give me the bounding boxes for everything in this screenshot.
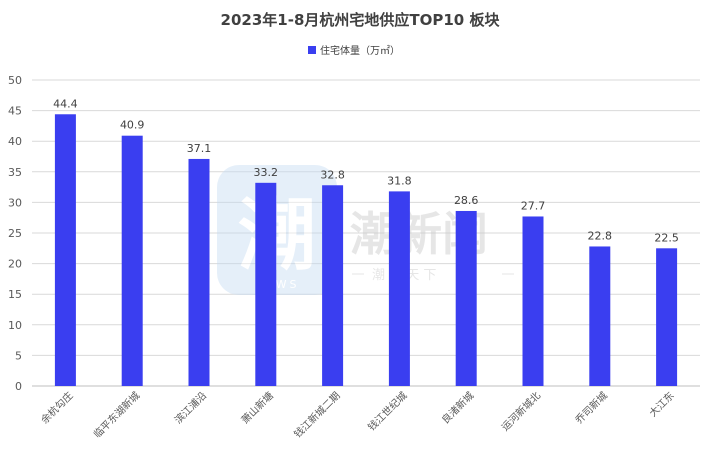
- y-tick-label: 35: [8, 166, 22, 179]
- x-tick-label: 钱江世纪城: [365, 389, 410, 434]
- y-tick-label: 45: [8, 105, 22, 118]
- bar: [54, 114, 76, 386]
- bar: [455, 210, 477, 386]
- legend-swatch: [308, 46, 316, 54]
- x-tick-label: 良渚新城: [439, 389, 476, 426]
- y-tick-label: 10: [8, 319, 22, 332]
- watermark: 潮 NEWS 潮新闻 潮 闻 天 下: [217, 165, 514, 295]
- data-label: 33.2: [254, 166, 279, 179]
- y-tick-label: 30: [8, 196, 22, 209]
- x-tick-label: 临平东湖新城: [91, 389, 143, 441]
- bar: [522, 216, 544, 386]
- x-tick-label: 钱江新城二期: [291, 389, 343, 441]
- x-tick-label: 运河新城北: [499, 389, 544, 434]
- data-label: 22.8: [588, 229, 613, 242]
- y-tick-label: 5: [15, 349, 22, 362]
- bar: [121, 135, 143, 386]
- data-label: 22.5: [654, 231, 679, 244]
- bar: [322, 185, 344, 386]
- x-tick-label: 大江东: [646, 389, 676, 419]
- x-tick-label: 滨江浦沿: [172, 389, 209, 426]
- y-tick-label: 50: [8, 74, 22, 87]
- y-tick-label: 15: [8, 288, 22, 301]
- data-label: 37.1: [187, 142, 212, 155]
- x-tick-labels: 余杭勾庄 临平东湖新城 滨江浦沿 萧山新塘 钱江新城二期 钱江世纪城 良渚新城 运河新城北 乔司…: [38, 389, 677, 441]
- y-tick-labels: 0 5 10 15 20 25 30 35 40 45 50: [8, 74, 22, 393]
- bar: [656, 248, 678, 386]
- y-tick-label: 0: [15, 380, 22, 393]
- y-tick-label: 40: [8, 135, 22, 148]
- watermark-logo-tile: [217, 165, 337, 295]
- legend: 住宅体量（万㎡）: [308, 44, 400, 57]
- y-tick-label: 20: [8, 258, 22, 271]
- data-labels: 44.4 40.9 37.1 33.2 32.8 31.8 28.6 27.7 22.8 22.5: [53, 97, 679, 244]
- data-label: 44.4: [53, 97, 78, 110]
- gridlines: [32, 79, 700, 387]
- bar: [388, 191, 410, 386]
- data-label: 31.8: [387, 174, 412, 187]
- x-tick-label: 乔司新城: [572, 389, 609, 426]
- data-label: 32.8: [320, 168, 345, 181]
- x-tick-label: 萧山新塘: [238, 389, 275, 426]
- bar: [589, 246, 611, 386]
- data-label: 27.7: [521, 199, 546, 212]
- bars: [54, 114, 678, 386]
- legend-label: 住宅体量（万㎡）: [320, 44, 400, 57]
- data-label: 28.6: [454, 194, 479, 207]
- bar: [255, 182, 277, 386]
- y-tick-label: 25: [8, 227, 22, 240]
- bar: [188, 158, 210, 386]
- x-tick-label: 余杭勾庄: [38, 389, 75, 426]
- watermark-logo-char: 潮: [238, 191, 316, 281]
- chart-title: 2023年1-8月杭州宅地供应TOP10 板块: [221, 11, 501, 29]
- data-label: 40.9: [120, 119, 145, 132]
